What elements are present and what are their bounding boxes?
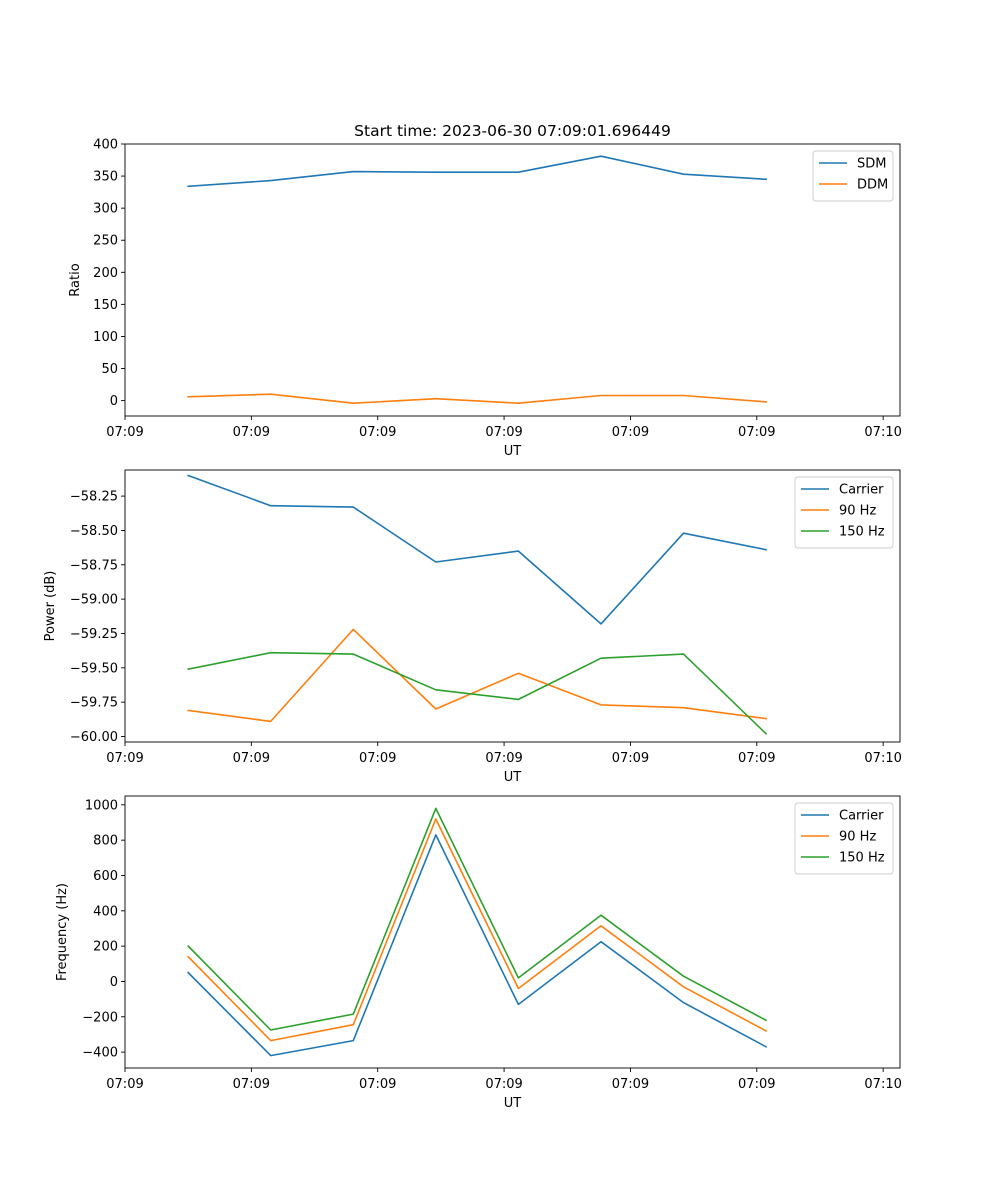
x-tick-label: 07:09 bbox=[359, 751, 396, 766]
legend-label: Carrier bbox=[839, 483, 884, 498]
x-tick-label: 07:09 bbox=[359, 1077, 396, 1092]
x-tick-label: 07:09 bbox=[738, 751, 775, 766]
x-tick-label: 07:10 bbox=[864, 425, 901, 440]
y-tick-label: −58.50 bbox=[70, 524, 118, 539]
legend-label: 150 Hz bbox=[839, 525, 885, 540]
y-tick-label: 300 bbox=[93, 202, 118, 217]
y-tick-label: −58.25 bbox=[70, 490, 118, 505]
y-tick-label: −200 bbox=[82, 1010, 118, 1025]
subplot-3: 07:09 07:09 07:09 07:09 07:09 07:09 07:10 −400 −… bbox=[55, 795, 902, 1111]
x-tick-label: 07:09 bbox=[233, 1077, 270, 1092]
y-tick-label: 350 bbox=[93, 170, 118, 185]
legend: Carrier 90 Hz 150 Hz bbox=[794, 802, 894, 875]
x-tick-label: 07:09 bbox=[485, 425, 522, 440]
x-axis-label: UT bbox=[504, 1096, 522, 1111]
y-tick-label: 100 bbox=[93, 330, 118, 345]
legend-label: DDM bbox=[857, 178, 888, 193]
legend: Carrier 90 Hz 150 Hz bbox=[794, 476, 894, 549]
y-tick-label: 200 bbox=[93, 940, 118, 955]
x-tick-label: 07:09 bbox=[485, 751, 522, 766]
y-tick-label: 400 bbox=[93, 904, 118, 919]
series-line-sdm bbox=[187, 155, 767, 188]
legend-label: Carrier bbox=[839, 809, 884, 824]
y-tick-label: −59.50 bbox=[70, 661, 118, 676]
x-tick-label: 07:09 bbox=[233, 425, 270, 440]
subplot-2: 07:09 07:09 07:09 07:09 07:09 07:09 07:10 −60.0… bbox=[43, 469, 902, 785]
x-tick-label: 07:09 bbox=[106, 751, 143, 766]
series-line-150-hz bbox=[187, 807, 768, 1031]
y-tick-label: 150 bbox=[93, 298, 118, 313]
x-tick-label: 07:10 bbox=[864, 751, 901, 766]
series-line-carrier bbox=[187, 834, 768, 1057]
x-tick-label: 07:09 bbox=[612, 751, 649, 766]
legend: SDM DDM bbox=[812, 150, 894, 202]
legend-label: SDM bbox=[857, 157, 886, 172]
x-tick-label: 07:09 bbox=[106, 425, 143, 440]
y-tick-label: −59.75 bbox=[70, 696, 118, 711]
axes-frame bbox=[124, 143, 901, 417]
x-tick-label: 07:09 bbox=[738, 1077, 775, 1092]
subplot-1: 07:09 07:09 07:09 07:09 07:09 07:09 07:10 0 50 10… bbox=[68, 138, 902, 460]
y-tick-label: 0 bbox=[110, 975, 118, 990]
y-tick-label: 1000 bbox=[85, 798, 118, 813]
x-tick-label: 07:09 bbox=[106, 1077, 143, 1092]
x-tick-label: 07:09 bbox=[233, 751, 270, 766]
x-tick-label: 07:10 bbox=[864, 1077, 901, 1092]
y-tick-label: 800 bbox=[93, 834, 118, 849]
y-tick-label: 400 bbox=[93, 138, 118, 153]
x-tick-label: 07:09 bbox=[612, 1077, 649, 1092]
x-tick-label: 07:09 bbox=[738, 425, 775, 440]
y-tick-label: −400 bbox=[82, 1046, 118, 1061]
figure-title: Start time: 2023-06-30 07:09:01.696449 bbox=[354, 122, 671, 140]
legend-label: 90 Hz bbox=[839, 830, 876, 845]
x-tick-label: 07:09 bbox=[485, 1077, 522, 1092]
y-tick-label: −59.25 bbox=[70, 627, 118, 642]
y-tick-label: 250 bbox=[93, 234, 118, 249]
legend-label: 90 Hz bbox=[839, 504, 876, 519]
x-tick-label: 07:09 bbox=[612, 425, 649, 440]
y-axis-label: Power (dB) bbox=[43, 571, 58, 642]
x-tick-label: 07:09 bbox=[359, 425, 396, 440]
series-line-90-hz bbox=[187, 628, 767, 723]
y-tick-label: −58.75 bbox=[70, 558, 118, 573]
y-tick-label: 50 bbox=[101, 362, 118, 377]
y-axis-label: Frequency (Hz) bbox=[55, 883, 70, 981]
y-axis-label: Ratio bbox=[68, 263, 83, 296]
x-axis-label: UT bbox=[504, 444, 522, 459]
y-tick-label: 200 bbox=[93, 266, 118, 281]
legend-label: 150 Hz bbox=[839, 851, 885, 866]
series-line-150-hz bbox=[187, 651, 768, 735]
y-tick-label: 0 bbox=[110, 394, 118, 409]
axes-frame bbox=[124, 795, 901, 1069]
y-tick-label: 600 bbox=[93, 869, 118, 884]
series-line-carrier bbox=[187, 474, 768, 625]
series-line-ddm bbox=[187, 393, 767, 405]
y-tick-label: −60.00 bbox=[70, 730, 118, 745]
y-tick-label: −59.00 bbox=[70, 593, 118, 608]
series-line-90-hz bbox=[187, 818, 768, 1042]
x-axis-label: UT bbox=[504, 770, 522, 785]
axes-frame bbox=[124, 469, 901, 743]
